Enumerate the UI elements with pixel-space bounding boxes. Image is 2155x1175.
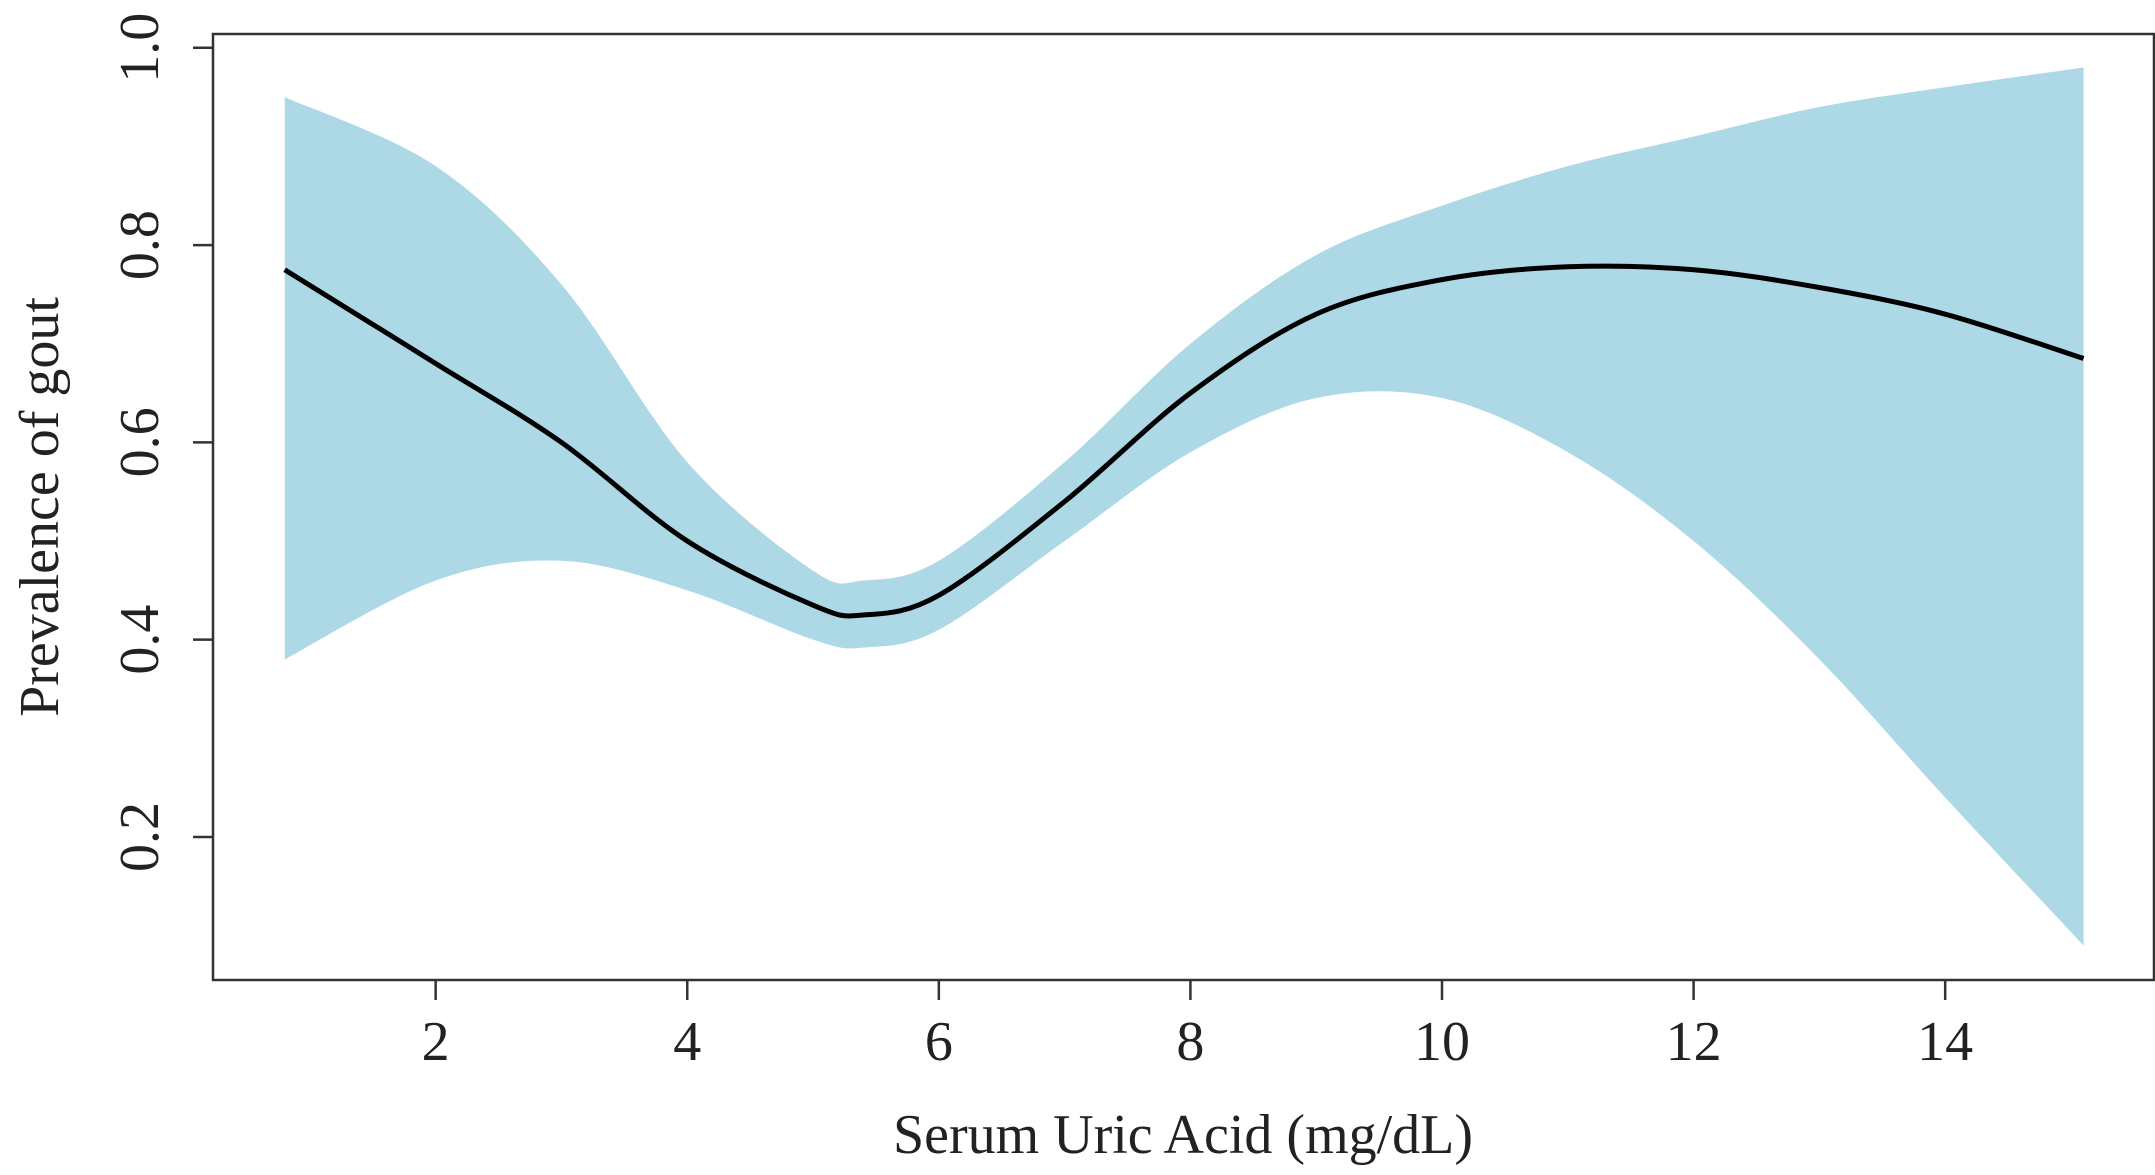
fit-line xyxy=(283,263,2085,619)
y-tick-label: 0.6 xyxy=(109,407,171,477)
x-tick-label: 12 xyxy=(1666,1011,1722,1073)
x-tick-label: 14 xyxy=(1917,1011,1973,1073)
x-tick-label: 8 xyxy=(1176,1011,1204,1073)
x-tick-label: 6 xyxy=(925,1011,953,1073)
x-axis-label: Serum Uric Acid (mg/dL) xyxy=(893,1104,1473,1166)
plot-frame xyxy=(211,32,2155,982)
x-tick-label: 2 xyxy=(422,1011,450,1073)
y-axis-label: Prevalence of gout xyxy=(9,297,71,717)
x-tick-label: 10 xyxy=(1414,1011,1470,1073)
y-tick-label: 0.8 xyxy=(109,210,171,280)
y-tick-label: 1.0 xyxy=(109,13,171,83)
x-tick-label: 4 xyxy=(673,1011,701,1073)
y-tick-label: 0.2 xyxy=(109,802,171,872)
y-tick-label: 0.4 xyxy=(109,605,171,675)
confidence-band xyxy=(284,67,2084,946)
